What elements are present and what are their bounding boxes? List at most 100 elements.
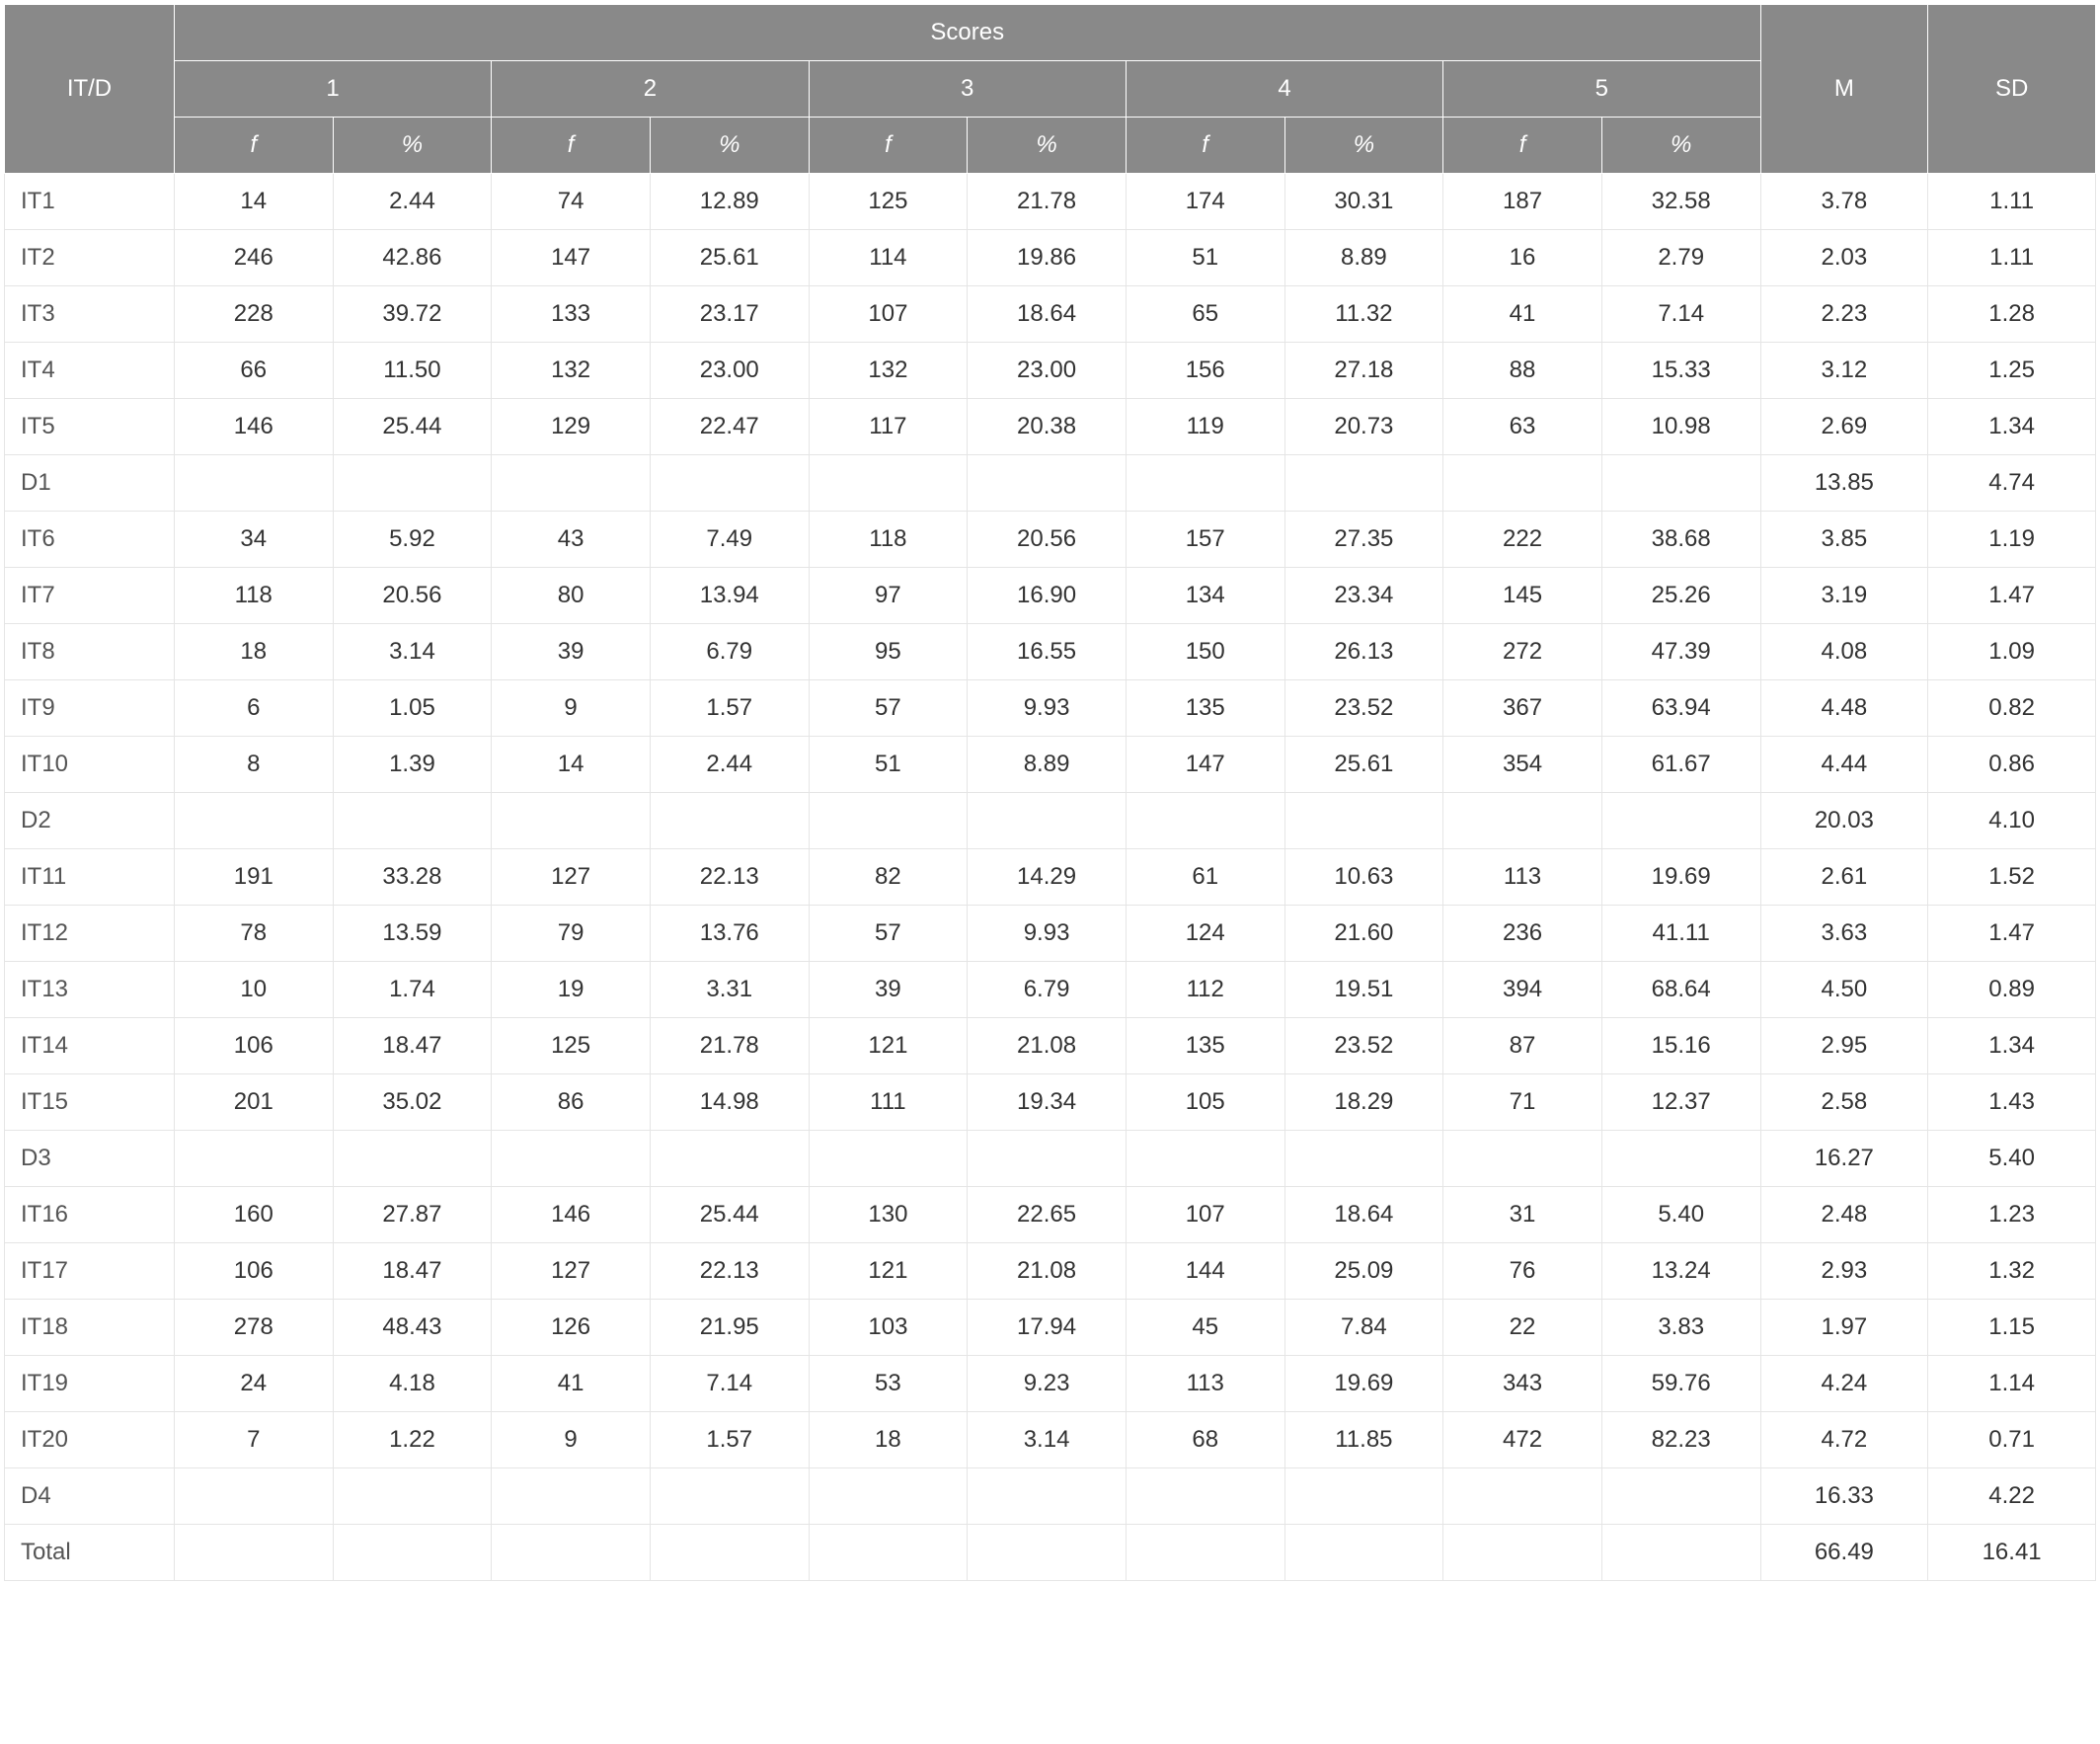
cell-pct: 30.31	[1284, 174, 1443, 230]
cell-pct: 9.93	[968, 906, 1127, 962]
cell-f: 8	[174, 737, 333, 793]
cell-pct: 11.85	[1284, 1412, 1443, 1468]
cell-pct: 25.44	[333, 399, 492, 455]
row-label: IT15	[5, 1074, 175, 1131]
cell-f: 18	[174, 624, 333, 680]
table-row: IT2071.2291.57183.146811.8547282.234.720…	[5, 1412, 2096, 1468]
cell-pct: 23.00	[650, 343, 809, 399]
row-label: D2	[5, 793, 175, 849]
cell-pct: 33.28	[333, 849, 492, 906]
cell-pct: 21.08	[968, 1243, 1127, 1300]
cell-m: 2.58	[1760, 1074, 1928, 1131]
cell-m: 2.61	[1760, 849, 1928, 906]
cell-pct: 13.76	[650, 906, 809, 962]
cell-f: 61	[1126, 849, 1284, 906]
cell-sd: 0.82	[1928, 680, 2096, 737]
cell-pct: 27.35	[1284, 512, 1443, 568]
cell-f: 191	[174, 849, 333, 906]
table-row: IT224642.8614725.6111419.86518.89162.792…	[5, 230, 2096, 286]
cell-m: 2.95	[1760, 1018, 1928, 1074]
header-pct: %	[1284, 118, 1443, 174]
cell-f	[174, 455, 333, 512]
cell-m: 2.48	[1760, 1187, 1928, 1243]
cell-pct: 23.17	[650, 286, 809, 343]
cell-sd: 1.34	[1928, 1018, 2096, 1074]
cell-pct: 3.31	[650, 962, 809, 1018]
cell-pct: 5.40	[1601, 1187, 1760, 1243]
cell-pct: 3.14	[333, 624, 492, 680]
cell-pct: 13.59	[333, 906, 492, 962]
cell-f	[1126, 1525, 1284, 1581]
table-row: IT1827848.4312621.9510317.94457.84223.83…	[5, 1300, 2096, 1356]
cell-m: 13.85	[1760, 455, 1928, 512]
cell-sd: 5.40	[1928, 1131, 2096, 1187]
cell-pct	[333, 1468, 492, 1525]
cell-f	[809, 1468, 968, 1525]
cell-sd: 1.19	[1928, 512, 2096, 568]
cell-pct: 3.83	[1601, 1300, 1760, 1356]
header-f: f	[174, 118, 333, 174]
cell-f: 127	[492, 849, 651, 906]
cell-pct: 22.13	[650, 849, 809, 906]
cell-pct	[1284, 1525, 1443, 1581]
cell-f: 472	[1443, 1412, 1602, 1468]
cell-f: 87	[1443, 1018, 1602, 1074]
cell-pct: 18.29	[1284, 1074, 1443, 1131]
cell-pct: 25.44	[650, 1187, 809, 1243]
cell-pct	[1601, 455, 1760, 512]
cell-pct: 23.52	[1284, 1018, 1443, 1074]
cell-pct: 14.98	[650, 1074, 809, 1131]
header-group-1: 1	[174, 61, 491, 118]
cell-sd: 1.52	[1928, 849, 2096, 906]
cell-f	[1443, 455, 1602, 512]
row-label: IT20	[5, 1412, 175, 1468]
cell-f: 278	[174, 1300, 333, 1356]
cell-pct: 19.86	[968, 230, 1127, 286]
table-row: Total66.4916.41	[5, 1525, 2096, 1581]
cell-pct	[1601, 1468, 1760, 1525]
cell-pct	[1284, 793, 1443, 849]
cell-pct: 16.90	[968, 568, 1127, 624]
cell-f: 103	[809, 1300, 968, 1356]
cell-f	[174, 1131, 333, 1187]
cell-f: 132	[809, 343, 968, 399]
cell-m: 4.24	[1760, 1356, 1928, 1412]
cell-f: 78	[174, 906, 333, 962]
cell-pct	[650, 793, 809, 849]
cell-pct	[968, 455, 1127, 512]
cell-pct: 12.37	[1601, 1074, 1760, 1131]
cell-f: 272	[1443, 624, 1602, 680]
cell-pct: 42.86	[333, 230, 492, 286]
cell-f: 14	[492, 737, 651, 793]
header-f: f	[1443, 118, 1602, 174]
cell-pct: 9.23	[968, 1356, 1127, 1412]
header-itd: IT/D	[5, 5, 175, 174]
table-header: IT/D Scores M SD 1 2 3 4 5 f % f % f % f…	[5, 5, 2096, 174]
cell-pct: 22.65	[968, 1187, 1127, 1243]
cell-f: 114	[809, 230, 968, 286]
table-row: D316.275.40	[5, 1131, 2096, 1187]
cell-f: 354	[1443, 737, 1602, 793]
cell-pct: 23.52	[1284, 680, 1443, 737]
cell-sd: 1.47	[1928, 906, 2096, 962]
cell-f: 24	[174, 1356, 333, 1412]
cell-f: 118	[809, 512, 968, 568]
cell-pct: 27.87	[333, 1187, 492, 1243]
cell-f: 105	[1126, 1074, 1284, 1131]
cell-pct	[968, 1525, 1127, 1581]
cell-pct: 15.16	[1601, 1018, 1760, 1074]
table-row: IT1142.447412.8912521.7817430.3118732.58…	[5, 174, 2096, 230]
cell-f: 246	[174, 230, 333, 286]
cell-f: 34	[174, 512, 333, 568]
cell-m: 3.63	[1760, 906, 1928, 962]
header-f: f	[1126, 118, 1284, 174]
cell-sd: 0.71	[1928, 1412, 2096, 1468]
cell-pct: 7.49	[650, 512, 809, 568]
cell-f: 106	[174, 1243, 333, 1300]
cell-f: 146	[174, 399, 333, 455]
cell-f	[809, 455, 968, 512]
header-pct: %	[650, 118, 809, 174]
cell-f: 130	[809, 1187, 968, 1243]
cell-f: 76	[1443, 1243, 1602, 1300]
cell-m: 4.72	[1760, 1412, 1928, 1468]
